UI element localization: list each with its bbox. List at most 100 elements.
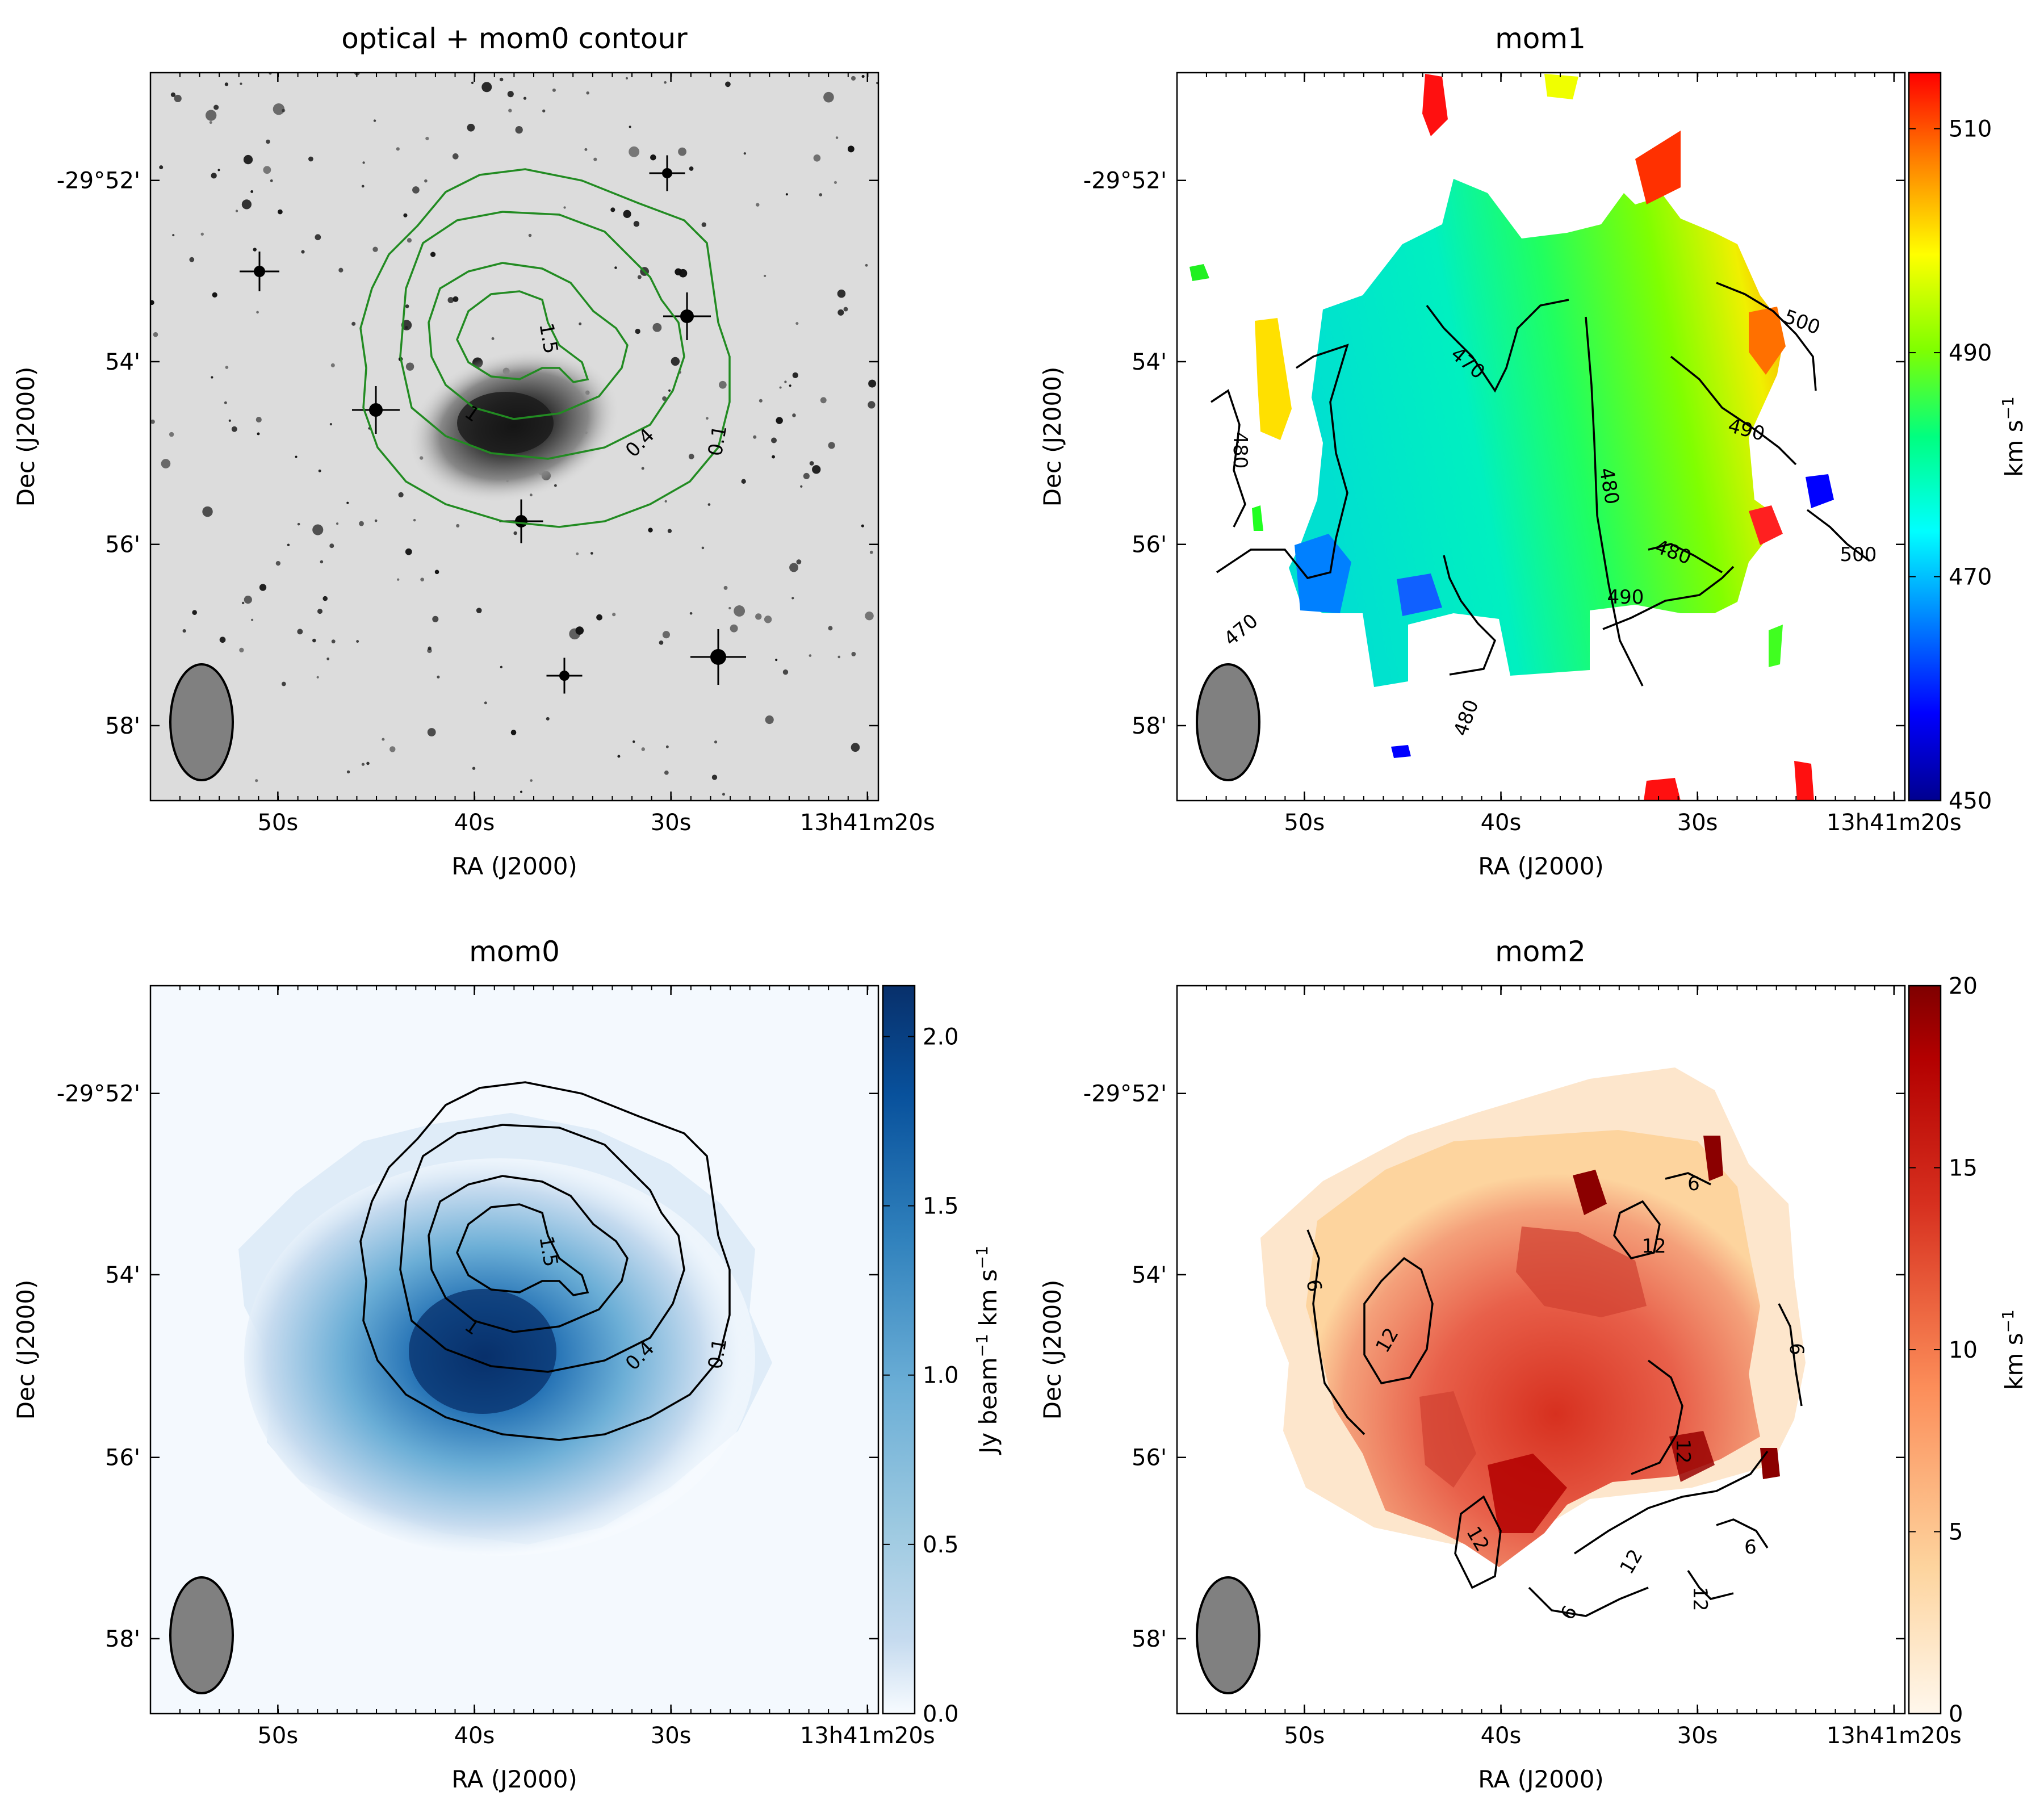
beam-ellipse	[169, 1576, 234, 1694]
star	[725, 81, 731, 87]
contour-line	[1778, 1303, 1803, 1406]
contour-line	[1613, 1200, 1661, 1259]
panel-title: mom0	[469, 935, 560, 968]
contour-label: 6	[1785, 1343, 1808, 1355]
star	[241, 199, 252, 210]
contour-line	[1211, 389, 1246, 527]
star	[346, 770, 350, 774]
star	[734, 605, 745, 617]
star	[785, 193, 788, 196]
contour-line	[1716, 1518, 1769, 1548]
star	[809, 461, 814, 466]
y-tick-label: 58'	[105, 713, 140, 739]
colorbar-tick-label: 2.0	[923, 1024, 959, 1050]
star	[437, 675, 440, 679]
star	[491, 337, 495, 340]
contour-label: 490	[1607, 586, 1644, 609]
star	[803, 472, 810, 479]
colorbar-tick-label: 490	[1949, 340, 1992, 366]
star	[719, 380, 727, 389]
star	[275, 560, 280, 566]
star	[637, 275, 642, 279]
star	[586, 91, 589, 95]
dispersion-mid	[1419, 1391, 1476, 1488]
contour-line	[1585, 316, 1644, 686]
star	[373, 119, 376, 122]
star	[546, 717, 550, 721]
contour-label: 0.1	[704, 424, 732, 458]
contour-line	[1602, 566, 1735, 630]
y-tick-label: 58'	[1132, 713, 1167, 739]
star	[869, 550, 873, 554]
panel-title: mom2	[1495, 935, 1586, 968]
star	[678, 147, 686, 156]
yellow-region	[1255, 318, 1292, 440]
dispersion-high	[1488, 1454, 1567, 1533]
star	[635, 328, 640, 334]
star	[617, 755, 621, 758]
star	[169, 432, 174, 437]
star	[338, 267, 344, 273]
y-tick-label: -29°52'	[1083, 168, 1167, 194]
star	[665, 745, 669, 748]
green-region	[1252, 505, 1263, 531]
star	[728, 606, 731, 610]
star	[253, 248, 257, 252]
star	[189, 257, 195, 262]
star	[266, 139, 270, 144]
star	[664, 771, 669, 775]
contour-line	[1716, 282, 1817, 391]
x-tick-label: 30s	[651, 810, 692, 836]
contour-line	[1665, 1172, 1711, 1186]
contour-line	[1574, 1450, 1769, 1555]
dispersion-mid	[1516, 1226, 1647, 1317]
contour-line	[1454, 1495, 1502, 1589]
star	[205, 110, 217, 121]
dispersion-field	[1306, 1130, 1760, 1567]
star	[330, 363, 335, 367]
x-tick-label: 40s	[1481, 1723, 1522, 1749]
star	[837, 309, 844, 316]
star	[297, 629, 303, 635]
contour-line	[1528, 1586, 1649, 1617]
star	[241, 601, 245, 605]
star	[861, 75, 865, 78]
star	[792, 372, 798, 379]
star	[515, 126, 523, 134]
star	[212, 292, 217, 298]
star	[351, 321, 356, 326]
y-tick-label: -29°52'	[1083, 1081, 1167, 1107]
star	[795, 322, 799, 325]
star	[771, 437, 777, 443]
star	[427, 648, 432, 654]
colorbar-tick-label: 0.5	[923, 1532, 959, 1558]
star	[552, 88, 556, 92]
star	[217, 169, 220, 171]
star	[775, 659, 778, 662]
star	[809, 654, 812, 657]
star	[256, 311, 259, 314]
x-tick-label: 40s	[1481, 810, 1522, 836]
star	[202, 506, 213, 517]
star	[170, 92, 176, 97]
colorbar-tick-label: 0.0	[923, 1701, 959, 1727]
star	[153, 332, 158, 337]
panel-title: optical + mom0 contour	[341, 22, 688, 55]
star	[398, 492, 404, 497]
star	[336, 522, 339, 525]
blue-region	[1397, 573, 1442, 616]
star	[407, 238, 412, 243]
x-tick-label: 13h41m20s	[800, 1723, 935, 1749]
star	[730, 624, 738, 633]
star	[427, 728, 436, 736]
star	[159, 165, 164, 170]
contour-line	[428, 262, 629, 420]
star	[317, 609, 322, 614]
contour-line	[399, 211, 685, 460]
star	[772, 455, 776, 459]
star	[528, 233, 532, 237]
star	[244, 595, 252, 604]
star	[362, 161, 365, 164]
x-tick-label: 40s	[454, 810, 495, 836]
